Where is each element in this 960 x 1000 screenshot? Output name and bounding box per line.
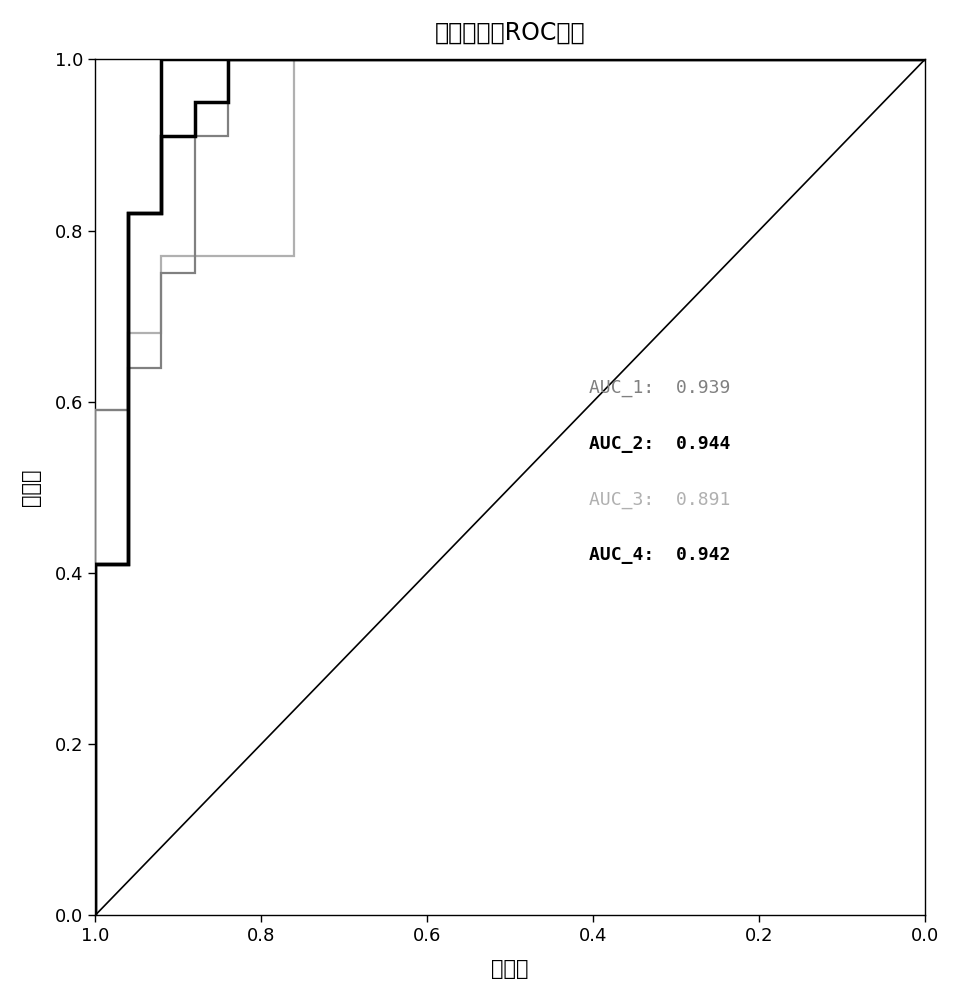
Text: AUC_4:  0.942: AUC_4: 0.942 bbox=[588, 546, 731, 564]
Text: AUC_2:  0.944: AUC_2: 0.944 bbox=[588, 435, 731, 453]
Text: AUC_1:  0.939: AUC_1: 0.939 bbox=[588, 379, 731, 397]
Title: 单个肽段的ROC曲线: 单个肽段的ROC曲线 bbox=[435, 21, 586, 45]
Y-axis label: 灵敏度: 灵敏度 bbox=[21, 469, 41, 506]
X-axis label: 特异性: 特异性 bbox=[492, 959, 529, 979]
Text: AUC_3:  0.891: AUC_3: 0.891 bbox=[588, 491, 731, 509]
